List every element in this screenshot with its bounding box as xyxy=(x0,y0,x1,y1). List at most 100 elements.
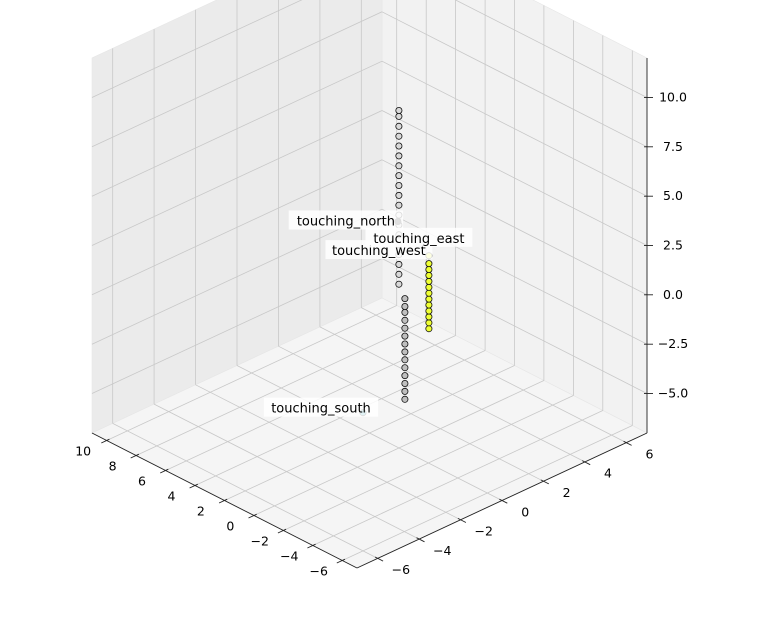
data-point-series-2 xyxy=(401,332,409,340)
data-point-series-0 xyxy=(395,107,403,115)
data-point-series-2 xyxy=(401,356,409,364)
grid-line-z-side xyxy=(91,0,303,98)
data-point-series-3 xyxy=(425,289,433,297)
x-tick-mark xyxy=(160,468,169,474)
data-point-series-0 xyxy=(395,260,403,268)
cluster-label: touching_north xyxy=(297,215,395,230)
data-point-series-0 xyxy=(395,122,403,130)
y-tick-mark xyxy=(457,517,467,523)
axis-panes xyxy=(91,0,648,569)
grid-line-y-floor xyxy=(236,365,503,501)
data-point-series-2 xyxy=(401,395,409,403)
x-tick-mark xyxy=(336,558,346,564)
cluster-label-bg xyxy=(365,227,473,247)
y-tick-mark xyxy=(581,460,591,466)
data-point-series-0 xyxy=(395,201,403,209)
cluster-labels: touching_north touching_west touching_sout… xyxy=(263,210,473,417)
x-tick-label: −4 xyxy=(280,549,298,564)
grid-line-y-floor xyxy=(319,326,586,463)
x-tick-mark xyxy=(130,453,140,459)
data-point-series-0 xyxy=(395,132,403,140)
data-point-series-0 xyxy=(395,172,403,180)
y-tick-mark xyxy=(499,498,508,504)
data-point-series-3 xyxy=(425,319,433,327)
z-tick-label: 10.0 xyxy=(659,90,687,105)
data-point-series-0 xyxy=(395,112,403,120)
cluster-label: touching_south xyxy=(271,402,371,417)
data-point-series-3 xyxy=(425,313,433,321)
y-tick-mark xyxy=(540,479,550,485)
grid-line-z-side xyxy=(91,60,383,197)
data-point-series-3 xyxy=(425,265,433,273)
data-point-series-2 xyxy=(401,295,409,303)
grid-line-z-back xyxy=(381,159,648,296)
data-point-series-3 xyxy=(425,325,433,333)
data-point-series-2 xyxy=(401,324,409,332)
data-point-series-2 xyxy=(401,302,409,310)
grid-line-z-back xyxy=(381,110,648,246)
x-tick-label: 0 xyxy=(226,519,234,534)
y-tick-label: −6 xyxy=(392,562,410,577)
y-tick-mark xyxy=(374,556,384,562)
cluster-label-bg xyxy=(263,397,379,417)
data-point-series-0 xyxy=(395,280,403,288)
data-point-series-0 xyxy=(395,191,403,199)
data-point-series-3 xyxy=(425,301,433,309)
grid-line-z-back xyxy=(454,0,648,98)
y-tick-label: −4 xyxy=(433,543,451,558)
z-tick-label: 2.5 xyxy=(663,238,683,253)
y-tick-label: −2 xyxy=(474,524,492,539)
data-point-series-0 xyxy=(395,181,403,189)
x-tick-label: −2 xyxy=(251,534,269,549)
grid-line-z-side xyxy=(91,258,383,394)
grid-line-y-floor xyxy=(195,384,461,521)
data-point-series-0 xyxy=(395,162,403,170)
data-point-series-3 xyxy=(425,260,433,268)
data-point-series-3 xyxy=(425,295,433,303)
x-tick-label: 8 xyxy=(109,459,117,474)
y-tick-label: 4 xyxy=(604,466,612,481)
x-tick-label: 4 xyxy=(168,489,176,504)
data-point-series-2 xyxy=(401,340,409,348)
x-tick-label: 10 xyxy=(75,444,91,459)
data-point-series-2 xyxy=(401,379,409,387)
data-point-series-2 xyxy=(401,348,409,356)
data-point-series-3 xyxy=(425,307,433,315)
z-tick-label: 5.0 xyxy=(663,188,683,203)
data-point-series-3 xyxy=(425,271,433,279)
data-point-series-0 xyxy=(395,142,403,150)
data-point-series-2 xyxy=(401,308,409,316)
cluster-label-bg xyxy=(288,210,404,230)
x-tick-mark xyxy=(248,513,257,519)
x-tick-label: −6 xyxy=(309,564,327,579)
data-point-series-2 xyxy=(401,316,409,324)
cluster-label: touching_east xyxy=(373,232,464,247)
data-point-series-2 xyxy=(401,372,409,380)
z-tick-label: 7.5 xyxy=(663,139,683,154)
tick-labels: 10 8 6 4 2 0 −2 −4 −6 6 4 2 0 −2 −4 −6 10.0 7.5 5.0 2.5 0.0 −… xyxy=(75,90,688,579)
data-point-series-2 xyxy=(401,387,409,395)
grid-line-y-floor xyxy=(278,345,544,482)
grid-line-z-side xyxy=(91,11,383,148)
x-tick-mark xyxy=(307,543,316,549)
data-point-series-2 xyxy=(401,364,409,372)
grid-line-z-side xyxy=(91,159,383,296)
x-tick-label: 2 xyxy=(197,504,205,519)
y-tick-label: 6 xyxy=(646,446,654,461)
grid-line-z-side xyxy=(91,110,383,246)
grid-line-y-floor xyxy=(112,423,378,559)
x-tick-mark xyxy=(277,528,287,534)
grid-line-z-back xyxy=(381,60,648,197)
grid-line-y-floor xyxy=(153,403,420,540)
data-point-series-3 xyxy=(425,283,433,291)
x-tick-mark xyxy=(101,438,110,444)
data-point-series-0 xyxy=(395,270,403,278)
x-tick-mark xyxy=(189,483,198,489)
x-tick-label: 6 xyxy=(138,474,146,489)
y-tick-mark xyxy=(416,537,425,543)
data-point-series-0 xyxy=(395,152,403,160)
z-tick-label: −5.0 xyxy=(658,386,688,401)
z-tick-label: 0.0 xyxy=(663,287,683,302)
cluster-label: touching_west xyxy=(332,244,426,259)
